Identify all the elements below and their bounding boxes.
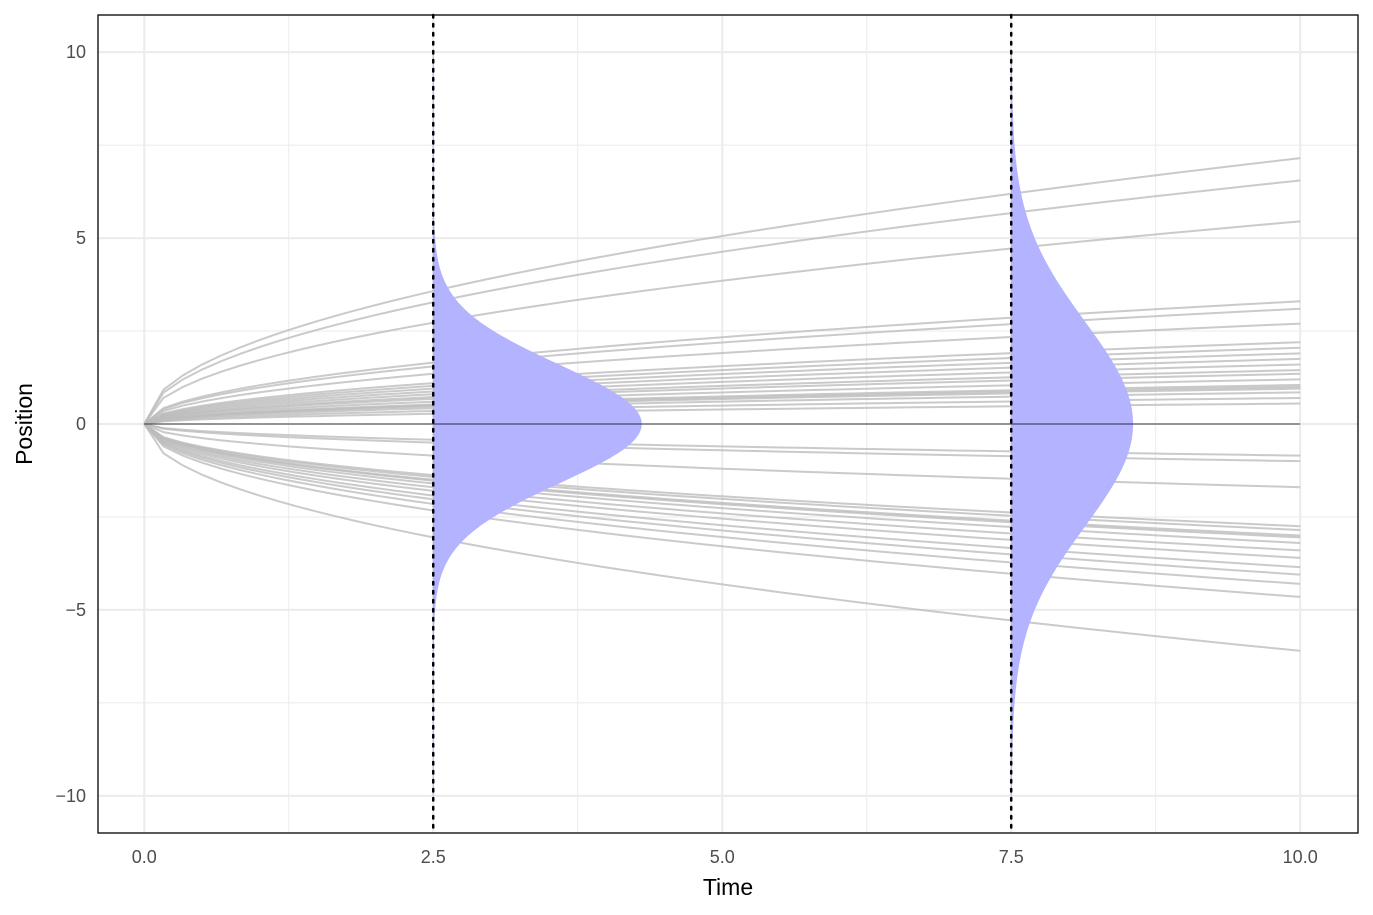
trajectory-line — [143, 341, 1301, 425]
trajectory-line — [143, 423, 1301, 569]
trajectory-line — [143, 307, 1301, 425]
trajectory-line — [143, 179, 1301, 425]
y-tick-label: 10 — [66, 42, 86, 62]
trajectory-line — [143, 423, 1301, 544]
trajectory-line — [143, 300, 1301, 425]
trajectory-line — [143, 423, 1301, 652]
x-tick-label: 5.0 — [710, 847, 735, 867]
x-tick-label: 2.5 — [421, 847, 446, 867]
trajectory-line — [143, 423, 1301, 598]
minor-grid — [98, 15, 1358, 833]
x-axis-title: Time — [703, 874, 753, 900]
y-axis-tick-labels: −10 −5 0 5 10 — [55, 42, 86, 806]
y-tick-label: 5 — [76, 228, 86, 248]
x-tick-label: 10.0 — [1283, 847, 1318, 867]
x-axis-tick-labels: 0.0 2.5 5.0 7.5 10.0 — [132, 847, 1318, 867]
trajectory-line — [143, 423, 1301, 552]
y-tick-label: −10 — [55, 786, 86, 806]
trajectory-line — [143, 423, 1301, 531]
panel-border — [97, 14, 1359, 834]
trajectory-line — [143, 423, 1301, 528]
y-axis-title: Position — [11, 383, 37, 465]
y-tick-label: −5 — [65, 600, 86, 620]
trajectory-line — [143, 157, 1301, 425]
trajectory-line — [143, 322, 1301, 425]
trajectory-line — [143, 423, 1301, 559]
trajectory-line — [143, 220, 1301, 425]
vertical-markers — [431, 13, 1013, 835]
trajectory-line — [143, 423, 1301, 585]
trajectory-line — [143, 423, 1301, 576]
trajectory-line — [143, 423, 1301, 539]
x-tick-label: 7.5 — [999, 847, 1024, 867]
y-tick-label: 0 — [76, 414, 86, 434]
x-tick-label: 0.0 — [132, 847, 157, 867]
